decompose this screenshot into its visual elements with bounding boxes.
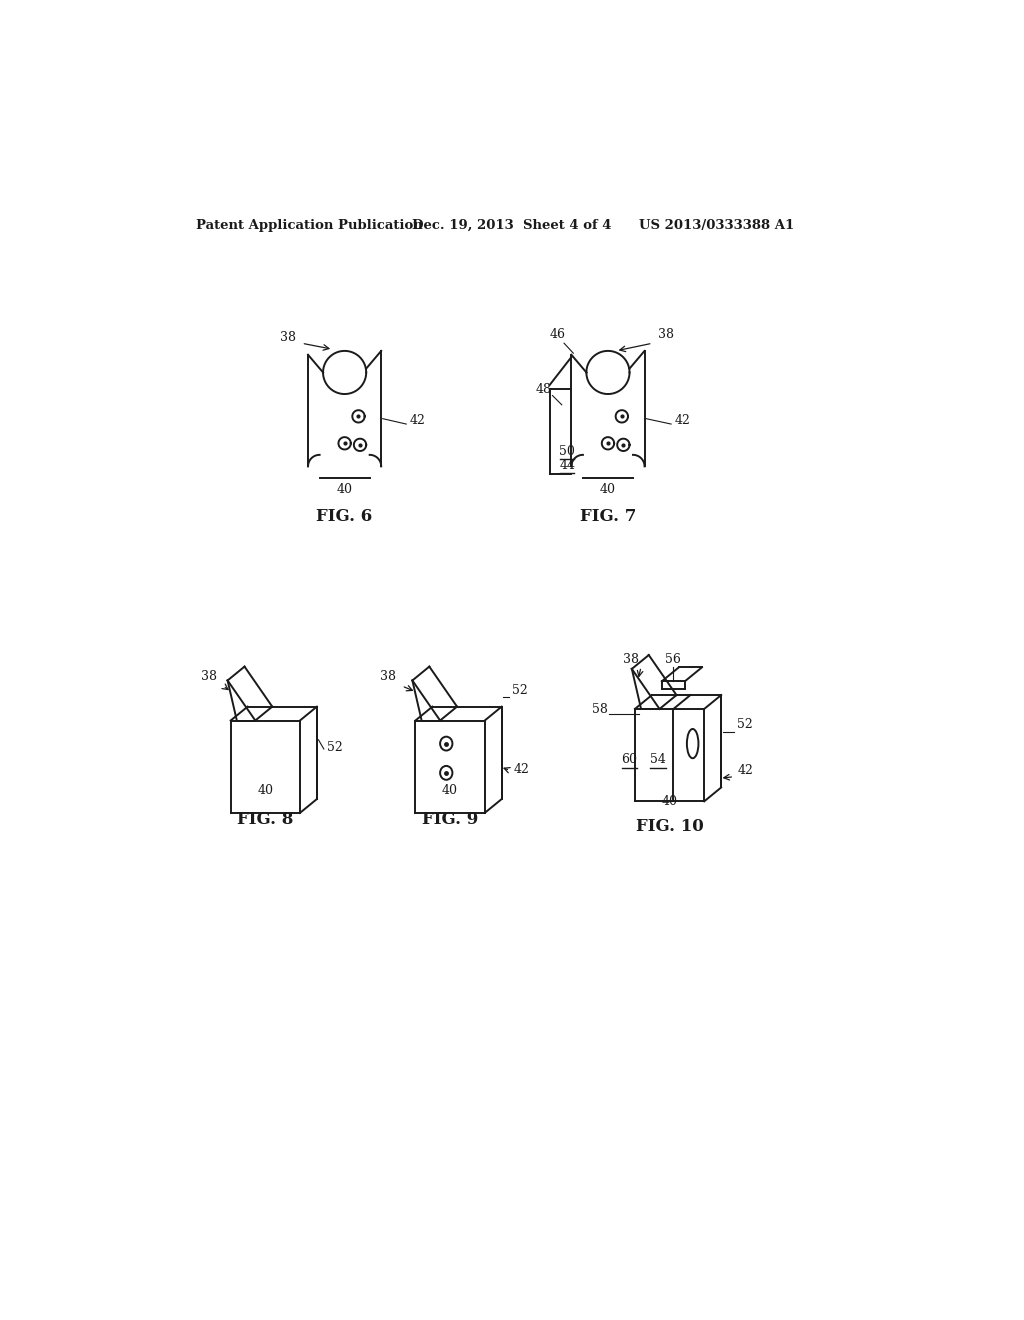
Text: 40: 40 xyxy=(337,483,352,496)
Text: 46: 46 xyxy=(550,327,566,341)
Text: FIG. 10: FIG. 10 xyxy=(636,818,703,836)
Text: 56: 56 xyxy=(666,653,681,665)
Text: 50: 50 xyxy=(559,445,575,458)
Text: 38: 38 xyxy=(623,653,639,665)
Text: 38: 38 xyxy=(281,331,296,345)
Text: 42: 42 xyxy=(674,414,690,428)
Text: 54: 54 xyxy=(650,752,666,766)
Text: 52: 52 xyxy=(737,718,753,731)
Text: 40: 40 xyxy=(662,795,678,808)
Text: 58: 58 xyxy=(592,702,608,715)
Text: 38: 38 xyxy=(658,327,674,341)
Text: FIG. 6: FIG. 6 xyxy=(316,508,373,525)
Text: Dec. 19, 2013  Sheet 4 of 4: Dec. 19, 2013 Sheet 4 of 4 xyxy=(412,219,611,232)
Text: 44: 44 xyxy=(559,459,575,471)
Text: 42: 42 xyxy=(737,764,754,777)
Text: 40: 40 xyxy=(600,483,616,496)
Text: 40: 40 xyxy=(442,784,458,797)
Text: 52: 52 xyxy=(512,684,527,697)
Text: FIG. 9: FIG. 9 xyxy=(422,810,478,828)
Text: 40: 40 xyxy=(257,784,273,797)
Text: FIG. 7: FIG. 7 xyxy=(580,508,636,525)
Text: 42: 42 xyxy=(410,414,425,428)
Text: 52: 52 xyxy=(327,742,343,754)
Text: 60: 60 xyxy=(622,752,638,766)
Text: 48: 48 xyxy=(536,383,552,396)
Text: US 2013/0333388 A1: US 2013/0333388 A1 xyxy=(639,219,794,232)
Text: 38: 38 xyxy=(380,671,396,684)
Text: 42: 42 xyxy=(513,763,529,776)
Text: Patent Application Publication: Patent Application Publication xyxy=(196,219,423,232)
Text: 38: 38 xyxy=(201,671,217,684)
Text: FIG. 8: FIG. 8 xyxy=(238,810,294,828)
